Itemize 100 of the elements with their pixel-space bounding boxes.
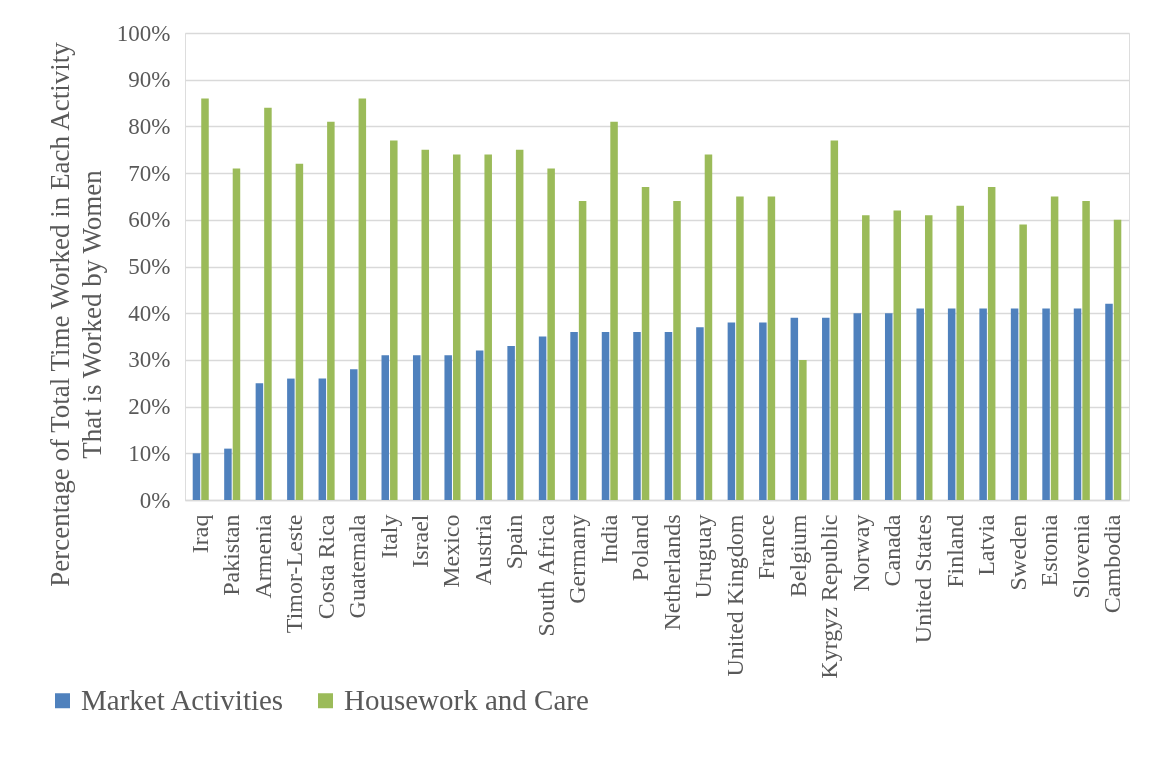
x-tick-label: Italy — [375, 514, 402, 559]
bar — [1019, 224, 1027, 500]
bar — [767, 196, 776, 500]
bar — [295, 163, 304, 500]
x-tick-label: United Kingdom — [721, 514, 748, 677]
x-tick-label: India — [595, 514, 622, 564]
x-tick-label: Belgium — [784, 514, 811, 598]
bar — [790, 317, 799, 500]
y-tick-label: 30% — [128, 347, 171, 373]
x-tick-label: Pakistan — [218, 514, 245, 596]
bar — [704, 154, 713, 500]
legend-label: Housework and Care — [344, 683, 589, 716]
bar — [578, 201, 587, 500]
y-tick-label: 60% — [128, 207, 171, 233]
y-tick-label: 100% — [116, 20, 171, 46]
bar — [799, 359, 807, 500]
bar — [641, 187, 650, 500]
x-tick-label: Sweden — [1004, 514, 1031, 591]
bar — [759, 322, 767, 500]
bar — [255, 383, 264, 500]
bar — [601, 331, 610, 500]
x-tick-label: Armenia — [249, 514, 276, 599]
bar — [924, 215, 933, 500]
x-tick-label: Latvia — [973, 514, 1000, 576]
x-tick-label: Mexico — [438, 514, 465, 588]
x-tick-label: United States — [910, 514, 937, 644]
x-tick-label: Germany — [564, 514, 591, 604]
bar — [412, 355, 421, 500]
x-tick-label: France — [753, 514, 780, 580]
bar — [822, 317, 830, 500]
bar — [484, 154, 492, 500]
y-tick-label: 40% — [128, 300, 171, 326]
bar — [381, 355, 390, 500]
bar — [350, 369, 358, 500]
bar — [947, 308, 956, 500]
bar — [884, 313, 893, 500]
y-tick-label: 90% — [128, 67, 171, 93]
bar — [390, 140, 398, 500]
bar — [507, 345, 515, 500]
bar — [547, 168, 555, 500]
y-tick-label: 80% — [128, 113, 171, 139]
y-tick-label: 20% — [128, 394, 171, 420]
bar — [853, 313, 862, 500]
bar — [264, 107, 272, 500]
bar — [610, 121, 618, 500]
x-tick-label: Uruguay — [690, 514, 717, 599]
y-tick-label: 50% — [128, 254, 171, 279]
legend-label: Market Activities — [81, 683, 284, 716]
x-tick-label: Poland — [627, 514, 654, 582]
x-tick-label: Cambodia — [1099, 514, 1126, 614]
x-tick-label: Finland — [941, 514, 968, 588]
bar — [318, 378, 327, 500]
x-tick-label: Norway — [847, 514, 874, 592]
bar — [736, 196, 744, 500]
x-tick-label: Costa Rica — [312, 514, 339, 620]
bar — [192, 453, 201, 500]
bar — [475, 350, 484, 500]
bar — [421, 149, 430, 500]
x-tick-label: Slovenia — [1067, 514, 1094, 599]
bar — [1113, 219, 1122, 500]
bar — [1010, 308, 1019, 500]
bar — [987, 187, 996, 500]
x-tick-label: Spain — [501, 514, 528, 570]
x-tick-label: Israel — [407, 514, 433, 568]
bar — [956, 205, 964, 500]
bar — [830, 140, 839, 500]
x-tick-label: Canada — [879, 514, 905, 587]
bar — [1082, 201, 1090, 500]
x-tick-label: Estonia — [1036, 514, 1063, 587]
bar — [327, 121, 335, 500]
bar — [570, 331, 578, 500]
bar — [224, 448, 232, 500]
x-tick-label: Kyrgyz Republic — [816, 514, 843, 679]
bar — [452, 154, 461, 500]
bar — [232, 168, 241, 500]
bar — [515, 149, 524, 500]
bar — [538, 336, 547, 500]
x-tick-label: Austria — [469, 514, 496, 586]
x-tick-label: South Africa — [532, 514, 559, 637]
bar — [664, 331, 673, 500]
bar — [358, 98, 367, 500]
bar — [727, 322, 736, 500]
x-tick-label: Guatemala — [344, 514, 371, 619]
bar — [862, 215, 870, 500]
bar — [893, 210, 902, 500]
y-tick-label: 70% — [128, 160, 171, 186]
bar — [1105, 303, 1113, 500]
y-tick-label: 10% — [128, 440, 171, 466]
bar — [673, 201, 681, 500]
bar — [1042, 308, 1050, 500]
bar — [444, 355, 452, 500]
x-tick-label: Iraq — [186, 514, 213, 554]
bar — [696, 327, 704, 500]
bar — [1073, 308, 1082, 500]
bar — [201, 98, 209, 500]
y-axis-title: Percentage of Total Time Worked in Each Activity That is Worked by Women — [44, 41, 107, 587]
y-tick-label: 0% — [139, 487, 171, 513]
x-tick-label: Timor-Leste — [281, 514, 308, 634]
bar — [1050, 196, 1059, 500]
bar — [979, 308, 987, 500]
